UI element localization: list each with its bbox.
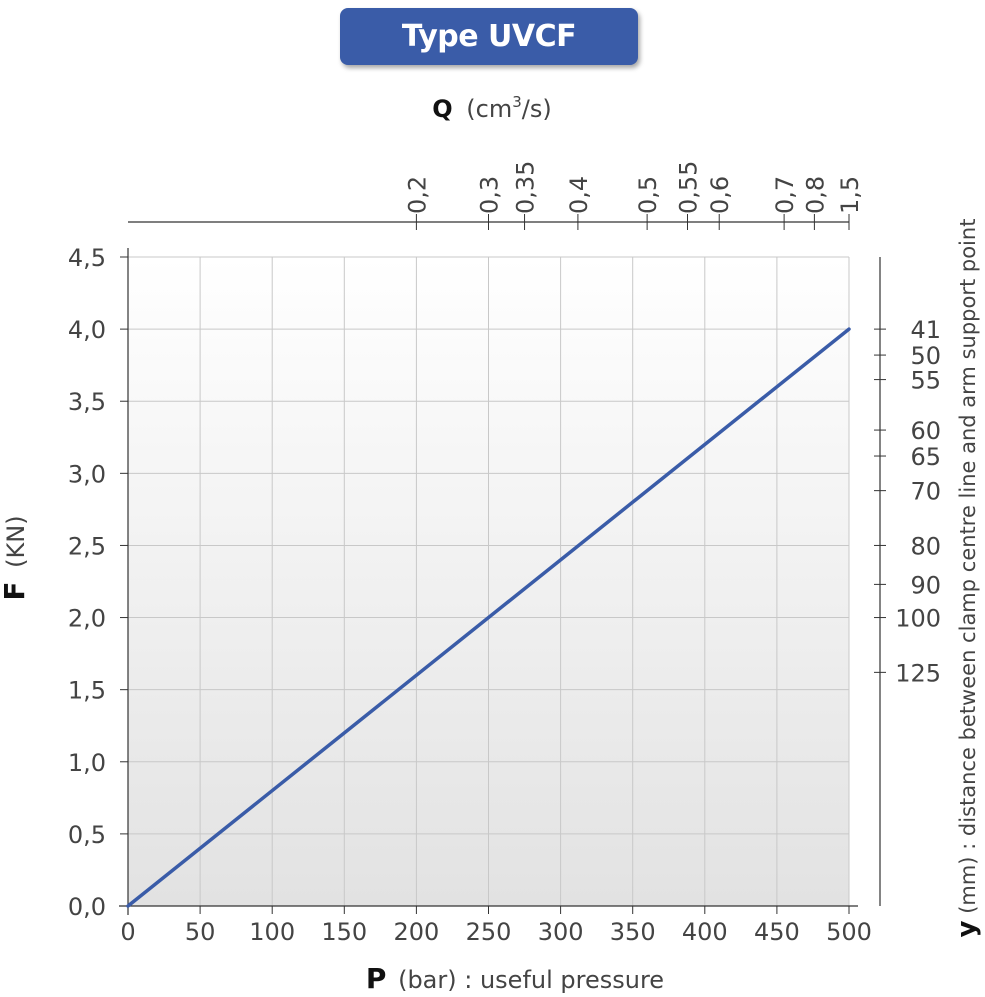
top-axis-label: Q (cm3/s)	[432, 93, 551, 123]
right-tick-label: 60	[910, 417, 941, 445]
right-tick-label: 100	[895, 605, 941, 633]
y-tick-label: 2,0	[68, 605, 106, 633]
right-tick-label: 90	[910, 571, 941, 599]
x-tick-label: 0	[120, 918, 135, 946]
top-tick-label: 0,2	[403, 176, 431, 214]
x-tick-label: 400	[682, 918, 728, 946]
y-axis-ticks: 0,0 0,5 1,0 1,5 2,0 2,5 3,0 3,5 4,0 4,5	[68, 244, 128, 921]
right-tick-label: 50	[910, 342, 941, 370]
y-tick-label: 3,5	[68, 388, 106, 416]
right-tick-label: 55	[910, 367, 941, 395]
top-tick-label: 0,3	[476, 176, 504, 214]
top-tick-label: 1,5	[836, 176, 864, 214]
top-tick-label: 0,6	[706, 176, 734, 214]
top-tick-label: 0,55	[674, 161, 702, 214]
y-tick-label: 1,0	[68, 749, 106, 777]
right-tick-label: 41	[910, 316, 941, 344]
title-badge: Type UVCF	[340, 8, 638, 65]
x-axis-label: P (bar) : useful pressure	[366, 962, 664, 995]
y-tick-label: 4,5	[68, 244, 106, 272]
x-axis-ticks: 0 50 100 150 200 250 300 350 400 450 500	[120, 906, 872, 946]
x-tick-label: 350	[610, 918, 656, 946]
x-tick-label: 300	[538, 918, 584, 946]
x-tick-label: 450	[754, 918, 800, 946]
x-tick-label: 200	[393, 918, 439, 946]
x-tick-label: 50	[185, 918, 216, 946]
x-tick-label: 100	[249, 918, 295, 946]
x-tick-label: 150	[321, 918, 367, 946]
y-tick-label: 0,5	[68, 821, 106, 849]
x-tick-label: 250	[466, 918, 512, 946]
right-tick-label: 80	[910, 532, 941, 560]
top-tick-label: 0,7	[771, 176, 799, 214]
x-tick-label: 500	[826, 918, 872, 946]
top-axis-ticks: 0,2 0,3 0,35 0,4 0,5 0,55 0,6 0,7 0,8 1,5	[403, 161, 864, 230]
y-tick-label: 1,5	[68, 677, 106, 705]
y-axis-label: F (KN)	[0, 515, 31, 600]
top-tick-label: 0,4	[565, 176, 593, 214]
top-tick-label: 0,35	[512, 161, 540, 214]
y-tick-label: 0,0	[68, 893, 106, 921]
series-layer	[126, 327, 851, 908]
right-tick-label: 65	[910, 443, 941, 471]
top-tick-label: 0,5	[634, 176, 662, 214]
right-axis-label: y (mm) : distance between clamp centre l…	[952, 219, 982, 938]
right-tick-label: 125	[895, 659, 941, 687]
y-tick-label: 3,0	[68, 460, 106, 488]
chart-title: Type UVCF	[401, 19, 577, 54]
y-tick-label: 2,5	[68, 532, 106, 560]
y-tick-label: 4,0	[68, 316, 106, 344]
series-line	[126, 327, 851, 908]
right-tick-label: 70	[910, 478, 941, 506]
top-tick-label: 0,8	[801, 176, 829, 214]
